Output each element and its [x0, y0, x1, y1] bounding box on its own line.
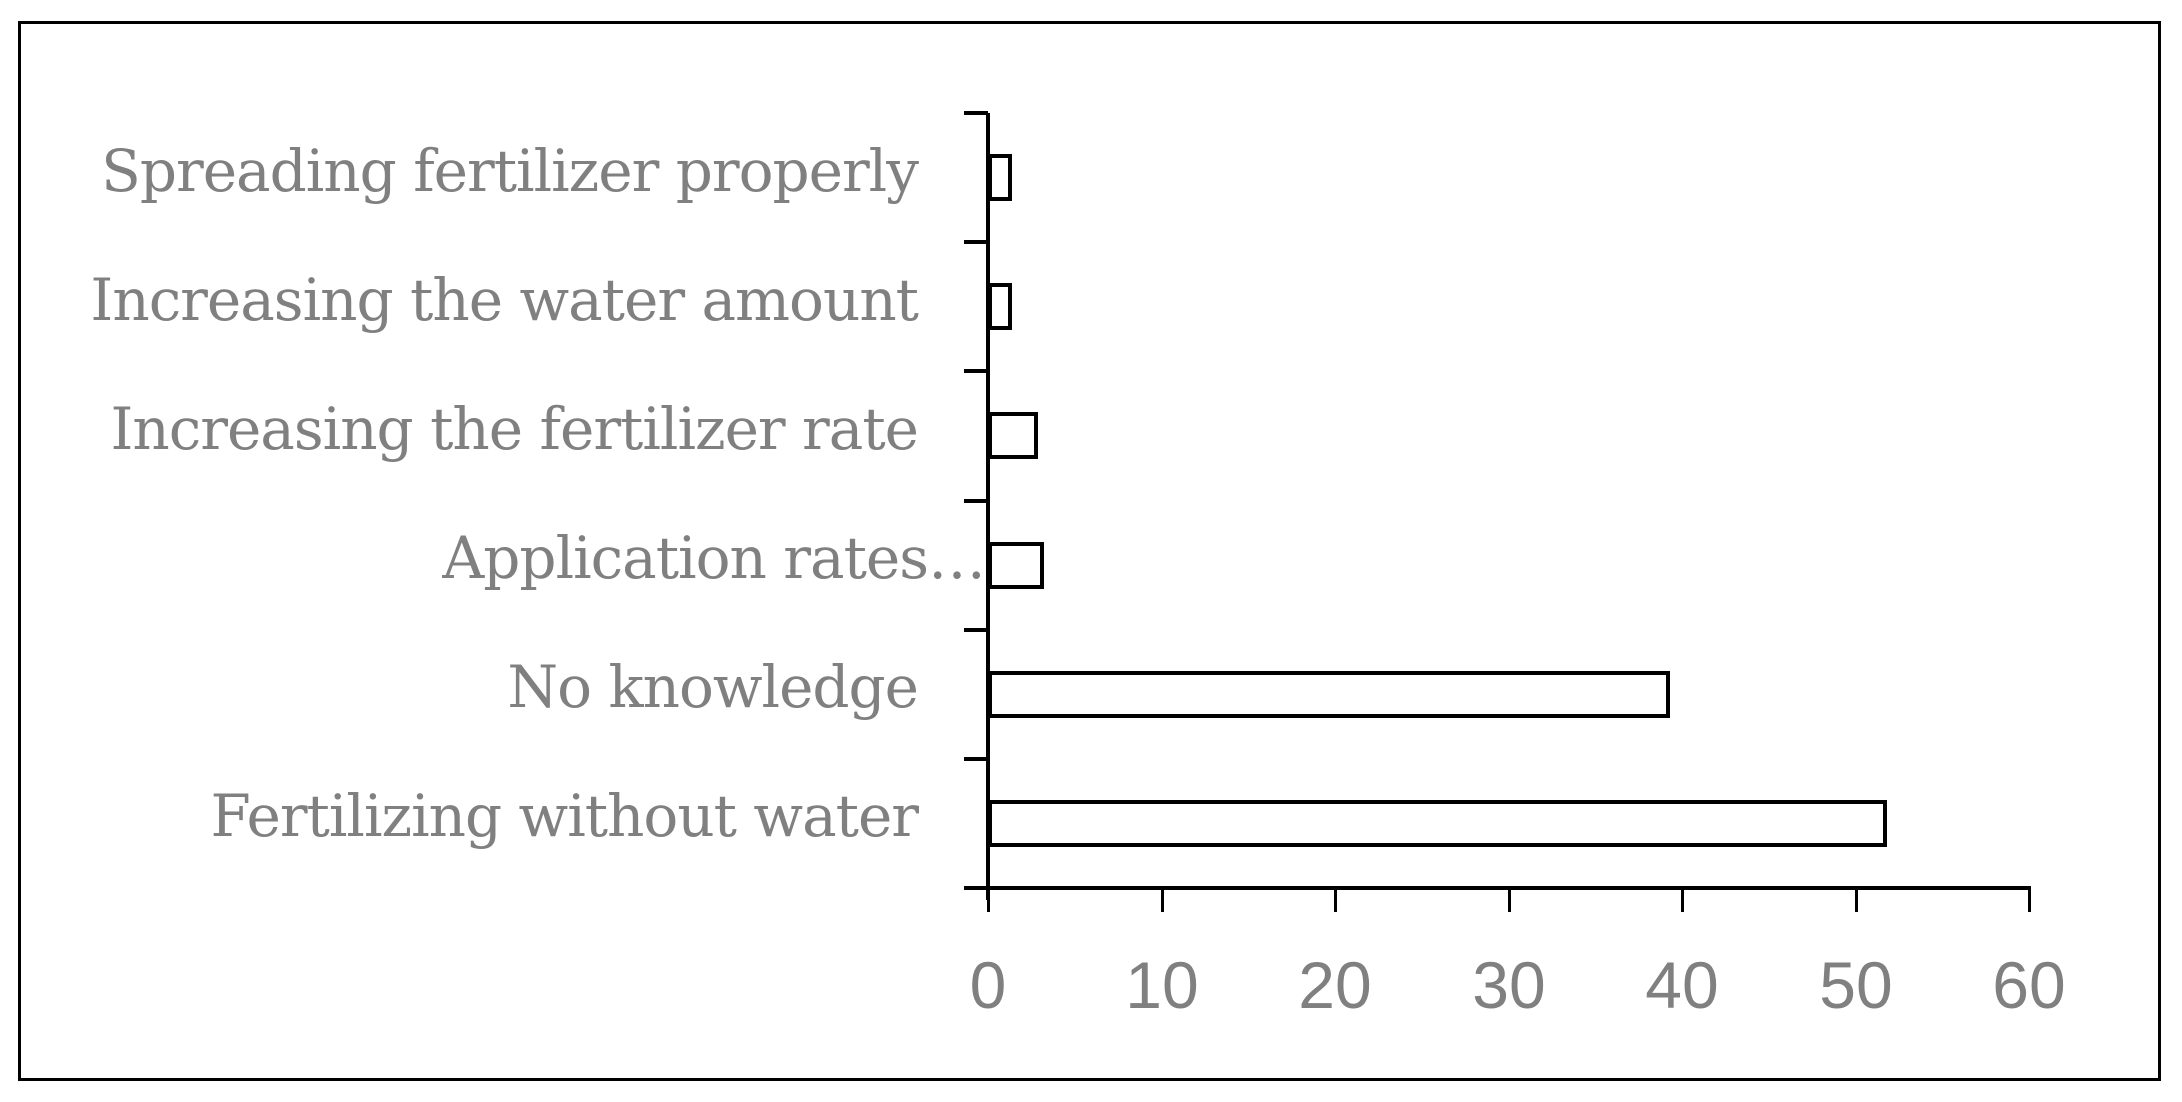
- bar: [988, 671, 1670, 718]
- bar: [988, 542, 1044, 589]
- y-tick-mark: [964, 240, 988, 244]
- y-tick-mark: [964, 886, 988, 890]
- category-label: Increasing the fertilizer rate: [110, 395, 919, 463]
- x-axis-line: [964, 886, 2031, 890]
- category-label: Increasing the water amount: [90, 266, 919, 334]
- x-tick-label: 50: [1819, 948, 1893, 1022]
- x-tick-label: 20: [1298, 948, 1372, 1022]
- x-tick-label: 40: [1645, 948, 1719, 1022]
- x-tick-mark: [987, 888, 990, 912]
- category-label: Application rates…: [442, 524, 986, 592]
- x-tick-mark: [1161, 888, 1164, 912]
- category-label: Spreading fertilizer properly: [101, 137, 919, 205]
- y-tick-mark: [964, 369, 988, 373]
- category-label: Fertilizing without water: [210, 782, 919, 850]
- x-tick-label: 10: [1125, 948, 1199, 1022]
- x-tick-mark: [1508, 888, 1511, 912]
- x-tick-mark: [2028, 888, 2031, 912]
- bar: [988, 412, 1038, 459]
- y-tick-mark: [964, 499, 988, 503]
- bar: [988, 800, 1887, 847]
- y-tick-mark: [964, 111, 988, 115]
- x-tick-label: 30: [1472, 948, 1546, 1022]
- category-label: No knowledge: [507, 653, 919, 721]
- chart-frame: [18, 21, 2161, 1081]
- y-tick-mark: [964, 757, 988, 761]
- y-tick-mark: [964, 628, 988, 632]
- x-tick-label: 0: [969, 948, 1007, 1022]
- x-tick-mark: [1855, 888, 1858, 912]
- bar: [988, 154, 1012, 201]
- x-tick-mark: [1334, 888, 1337, 912]
- x-tick-label: 60: [1992, 948, 2066, 1022]
- bar: [988, 283, 1012, 330]
- y-axis-line: [986, 113, 990, 900]
- x-tick-mark: [1681, 888, 1684, 912]
